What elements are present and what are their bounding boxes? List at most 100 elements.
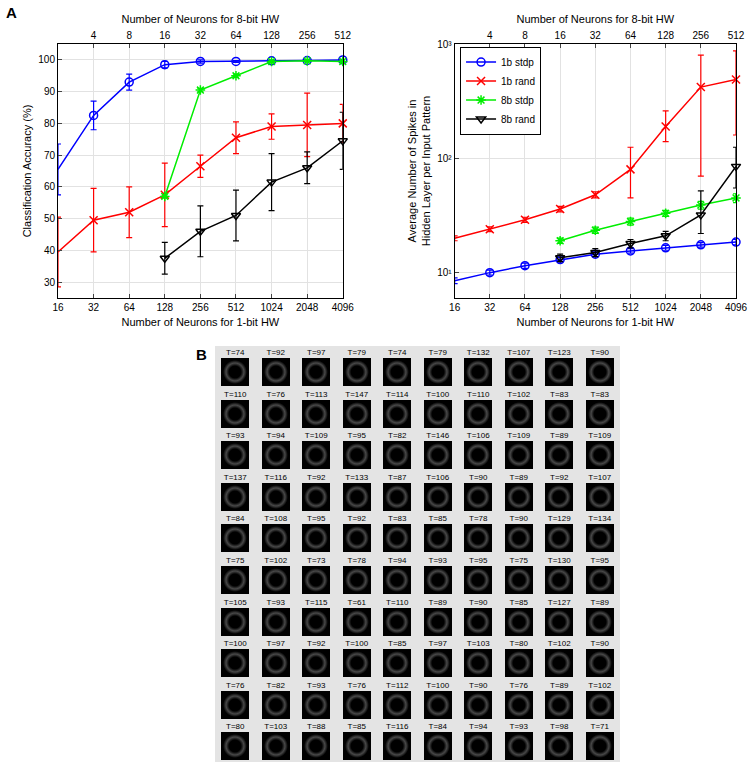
html-text:T=108: T=108 [264,514,288,524]
html-text:T=95: T=95 [347,431,366,441]
svg-text:Number of Neurons for 8-bit HW: Number of Neurons for 8-bit HW [516,13,674,25]
svg-text:128: 128 [552,302,569,313]
svg-text:1024: 1024 [260,302,283,313]
html-text:T=92: T=92 [347,514,366,524]
html-text:T=83: T=83 [590,389,609,399]
html-text:T=106: T=106 [426,472,450,482]
svg-text:64: 64 [124,302,136,313]
svg-text:128: 128 [657,30,674,41]
html-text:T=93: T=93 [226,431,245,441]
svg-text:30: 30 [44,277,56,288]
svg-text:60: 60 [44,181,56,192]
svg-text:16: 16 [555,30,567,41]
html-text:T=113: T=113 [305,389,328,399]
svg-text:10³: 10³ [437,39,452,50]
html-text:T=114: T=114 [386,389,409,399]
svg-text:256: 256 [692,30,709,41]
svg-text:32: 32 [88,302,100,313]
html-text:T=134: T=134 [588,514,612,524]
svg-text:16: 16 [159,30,171,41]
html-text:T=106: T=106 [466,431,490,441]
svg-text:32: 32 [590,30,602,41]
svg-text:256: 256 [192,302,209,313]
svg-text:4: 4 [487,30,493,41]
html-text:T=109: T=109 [304,431,328,441]
svg-text:50: 50 [44,213,56,224]
html-text:T=146: T=146 [426,431,450,441]
html-text:T=115: T=115 [305,597,328,607]
svg-text:256: 256 [587,302,604,313]
html-text:T=87: T=87 [388,472,407,482]
svg-text:1b stdp: 1b stdp [501,57,534,68]
svg-text:40: 40 [44,245,56,256]
svg-text:10²: 10² [437,153,452,164]
html-text:T=109: T=109 [588,431,612,441]
svg-text:4096: 4096 [725,302,748,313]
html-text:T=147: T=147 [345,389,369,399]
svg-text:128: 128 [263,30,280,41]
svg-text:16: 16 [449,302,461,313]
svg-text:Classification Accuracy (%): Classification Accuracy (%) [21,105,33,238]
svg-text:512: 512 [728,30,745,41]
svg-text:100: 100 [38,54,55,65]
html-text:A: A [6,4,17,21]
svg-text:1b rand: 1b rand [501,76,535,87]
html-text:T=133: T=133 [345,472,369,482]
html-text:T=89: T=89 [509,472,528,482]
html-text:T=100: T=100 [426,389,450,399]
html-text:T=83: T=83 [388,514,407,524]
html-text:T=78: T=78 [469,514,488,524]
html-text:T=94: T=94 [266,431,285,441]
html-text:T=107: T=107 [588,472,612,482]
svg-text:16: 16 [52,302,64,313]
svg-text:64: 64 [230,30,242,41]
svg-text:4: 4 [91,30,97,41]
svg-text:Average Number of Spikes inHid: Average Number of Spikes inHidden Layer … [406,96,432,246]
html-text:T=84: T=84 [226,514,245,524]
html-text:T=92: T=92 [550,472,569,482]
svg-text:80: 80 [44,118,56,129]
html-text:T=90: T=90 [509,514,528,524]
html-text:T=93: T=93 [266,597,285,607]
svg-text:512: 512 [228,302,245,313]
html-text:T=102: T=102 [507,389,531,399]
svg-text:1024: 1024 [655,302,678,313]
html-text:T=92: T=92 [307,472,326,482]
html-text:T=110: T=110 [467,389,490,399]
html-text:T=89: T=89 [550,431,569,441]
svg-text:512: 512 [622,302,639,313]
html-text:T=90: T=90 [469,472,488,482]
html-text:T=76: T=76 [266,389,285,399]
html-text:T=85: T=85 [428,514,447,524]
svg-text:128: 128 [156,302,173,313]
svg-text:2048: 2048 [296,302,319,313]
svg-text:8b stdp: 8b stdp [501,95,534,106]
svg-text:32: 32 [484,302,496,313]
svg-text:256: 256 [299,30,316,41]
html-text:T=82: T=82 [388,431,407,441]
svg-text:8: 8 [522,30,528,41]
svg-text:Number of Neurons for 8-bit HW: Number of Neurons for 8-bit HW [122,13,280,25]
svg-text:10¹: 10¹ [437,267,452,278]
svg-text:4096: 4096 [332,302,355,313]
html-text:T=137: T=137 [223,472,247,482]
svg-text:8: 8 [126,30,132,41]
svg-text:64: 64 [625,30,637,41]
html-text:T=129: T=129 [547,514,571,524]
html-text:B: B [196,346,207,363]
svg-text:512: 512 [334,30,351,41]
html-text:T=110: T=110 [224,389,247,399]
html-text:T=116: T=116 [264,472,287,482]
svg-text:64: 64 [519,302,531,313]
html-text:T=105: T=105 [223,597,247,607]
svg-text:Number of Neurons for 1-bit HW: Number of Neurons for 1-bit HW [122,316,280,328]
svg-text:90: 90 [44,86,56,97]
svg-text:32: 32 [195,30,207,41]
svg-text:2048: 2048 [690,302,713,313]
html-text:T=109: T=109 [507,431,531,441]
svg-text:8b rand: 8b rand [501,114,535,125]
html-text:T=95: T=95 [307,514,326,524]
svg-text:Number of Neurons for 1-bit HW: Number of Neurons for 1-bit HW [516,316,674,328]
svg-text:70: 70 [44,150,56,161]
html-text:T=83: T=83 [550,389,569,399]
